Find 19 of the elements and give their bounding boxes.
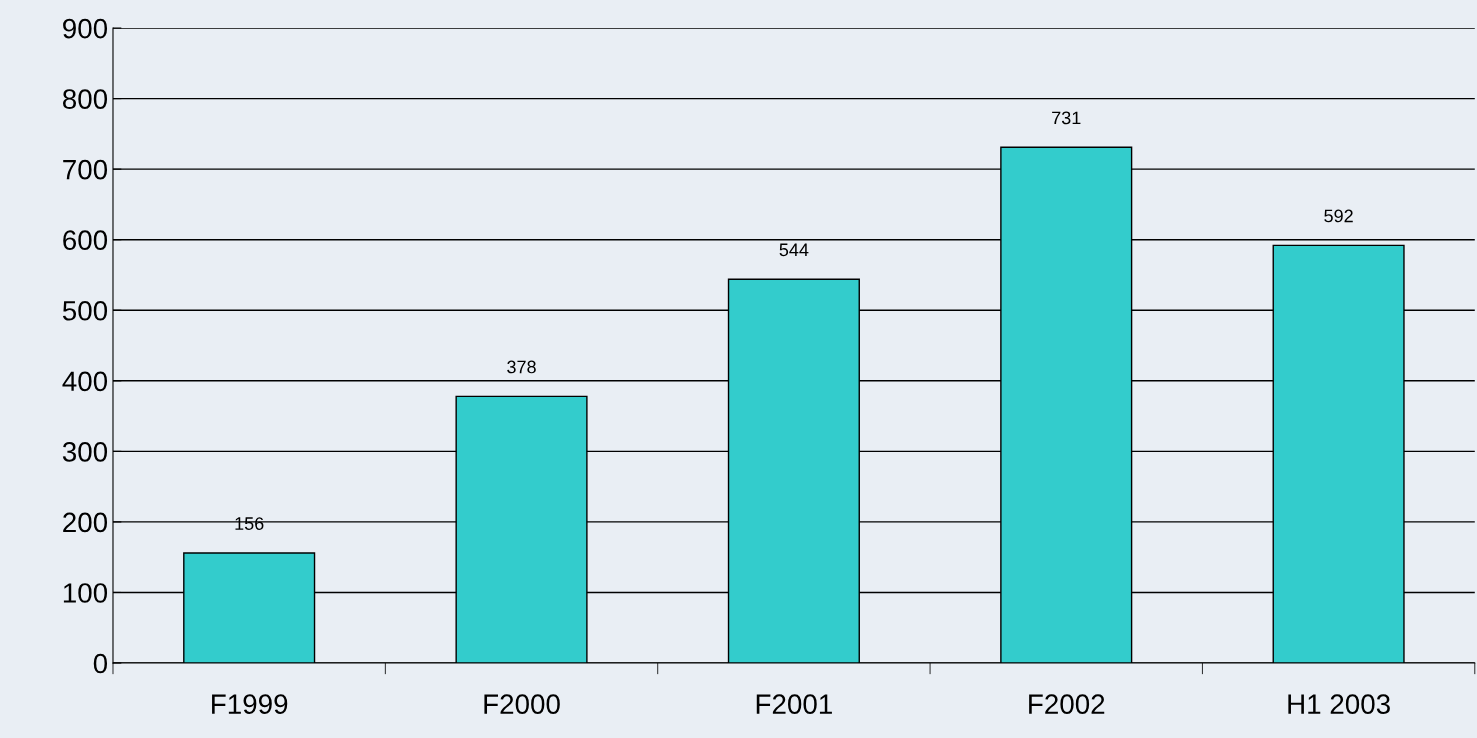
- data-label: 592: [1324, 209, 1353, 223]
- x-tick-label: H1 2003: [1288, 694, 1390, 714]
- x-tick-label: F2001: [756, 694, 832, 714]
- data-label: 544: [779, 243, 809, 257]
- y-tick-label: 600: [63, 230, 108, 251]
- y-tick-label: 0: [93, 653, 108, 674]
- x-tick-label: F2000: [484, 694, 560, 714]
- y-tick-label: 100: [63, 583, 108, 603]
- y-tick-label: 900: [63, 18, 108, 39]
- y-tick-label: 300: [62, 442, 108, 462]
- x-tick-label: F2002: [1029, 694, 1105, 714]
- y-tick-label: 700: [63, 159, 108, 180]
- y-tick-label: 200: [63, 512, 108, 533]
- x-tick-label: F1999: [212, 694, 288, 714]
- y-tick-label: 500: [62, 300, 108, 321]
- y-tick-label: 800: [62, 89, 108, 109]
- data-label: 731: [1052, 111, 1081, 125]
- y-tick-label: 400: [62, 371, 108, 392]
- data-label: 378: [507, 360, 536, 374]
